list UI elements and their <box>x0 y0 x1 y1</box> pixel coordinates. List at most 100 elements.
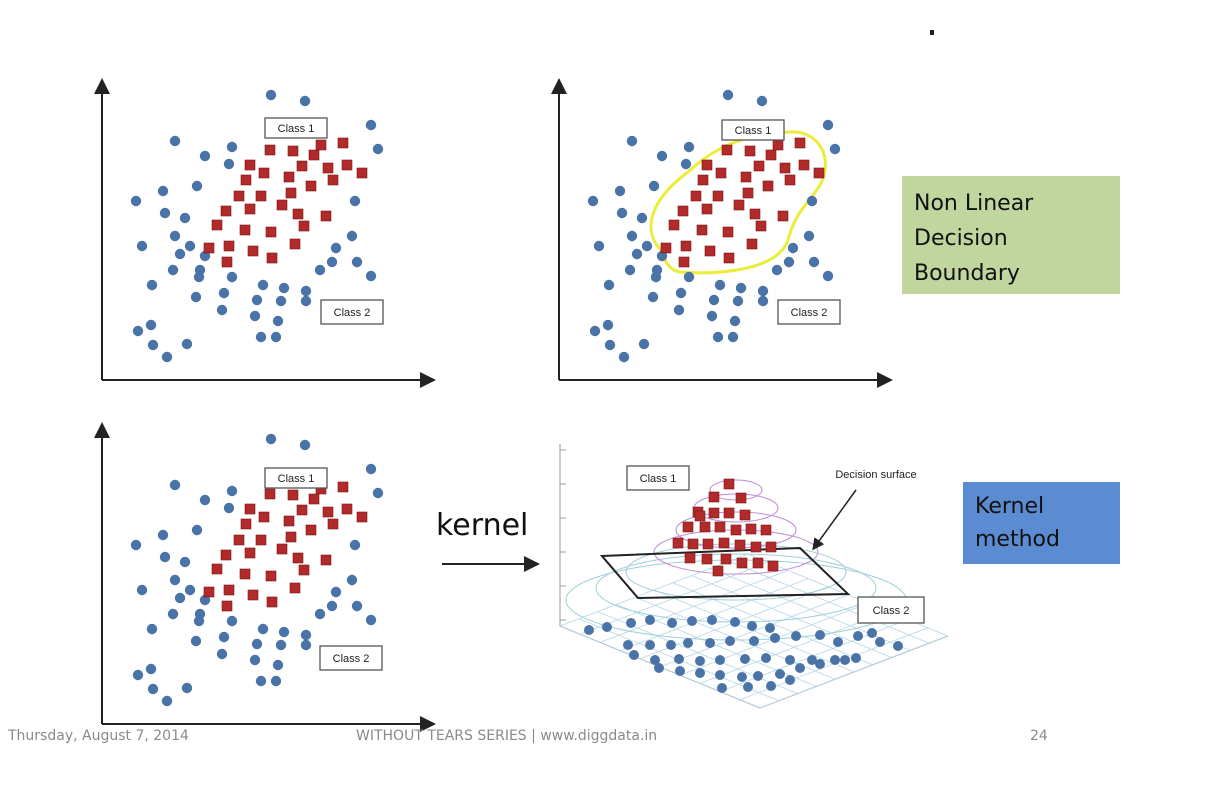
class1-point <box>749 208 761 220</box>
class1-point <box>220 549 232 561</box>
class1-point <box>337 137 349 149</box>
class2-point <box>330 242 342 254</box>
class2-point <box>179 212 191 224</box>
class2-point <box>602 622 612 632</box>
class2-label-box <box>857 596 925 624</box>
nonlinear-line-1: Non Linear <box>914 191 1034 216</box>
class2-point <box>803 230 815 242</box>
class2-point <box>587 195 599 207</box>
class2-point <box>278 282 290 294</box>
footer-date: Thursday, August 7, 2014 <box>8 728 189 744</box>
class2-point <box>675 666 685 676</box>
class2-point <box>614 185 626 197</box>
class2-point <box>893 641 903 651</box>
class1-point <box>283 171 295 183</box>
decision-surface-pointer <box>812 489 857 551</box>
class2-point <box>648 180 660 192</box>
class1-point <box>765 541 777 553</box>
class2-point <box>616 207 628 219</box>
class2-point <box>680 158 692 170</box>
class2-point <box>618 351 630 363</box>
class2-point <box>265 89 277 101</box>
class2-point <box>314 608 326 620</box>
class1-point <box>283 515 295 527</box>
panel-nonlinear-boundary: Class 1 Class 2 <box>551 78 893 388</box>
class2-point <box>626 618 636 628</box>
class1-point <box>767 560 779 572</box>
class1-point <box>668 219 680 231</box>
class2-point <box>722 89 734 101</box>
class1-point <box>777 210 789 222</box>
class2-point <box>365 119 377 131</box>
class1-point <box>305 180 317 192</box>
class1-point <box>327 174 339 186</box>
class2-label-box <box>319 645 383 671</box>
class2-point <box>146 623 158 635</box>
class2-point <box>785 675 795 685</box>
class1-point <box>723 507 735 519</box>
class2-point <box>257 623 269 635</box>
class2-point <box>589 325 601 337</box>
class2-point <box>169 574 181 586</box>
class2-point <box>147 339 159 351</box>
class2-point <box>169 479 181 491</box>
class1-point <box>322 162 334 174</box>
class1-point <box>247 245 259 257</box>
class2-point <box>216 648 228 660</box>
class1-point <box>203 242 215 254</box>
kernel-label: kernel <box>436 508 529 543</box>
class2-point <box>218 287 230 299</box>
class1-point <box>697 174 709 186</box>
class2-point <box>181 338 193 350</box>
class1-point <box>298 564 310 576</box>
class2-point <box>251 638 263 650</box>
surface-contour <box>625 543 847 601</box>
mesh-line <box>710 568 911 651</box>
class2-point <box>675 287 687 299</box>
class2-point <box>695 668 705 678</box>
class2-point <box>749 636 759 646</box>
class1-point <box>702 538 714 550</box>
class1-point <box>320 554 332 566</box>
class1-point <box>211 563 223 575</box>
class2-point <box>351 600 363 612</box>
class1-point <box>239 224 251 236</box>
class2-point <box>132 669 144 681</box>
class1-point <box>730 524 742 536</box>
class1-point <box>258 167 270 179</box>
class2-point <box>226 615 238 627</box>
class2-point <box>815 659 825 669</box>
class1-point <box>718 537 730 549</box>
class2-point <box>822 270 834 282</box>
class2-point <box>647 291 659 303</box>
class2-point <box>638 338 650 350</box>
class2-point <box>167 264 179 276</box>
class2-point <box>624 264 636 276</box>
class1-point <box>285 187 297 199</box>
class2-point <box>683 638 693 648</box>
class1-point <box>255 190 267 202</box>
class2-point <box>199 250 211 262</box>
class2-point <box>695 656 705 666</box>
class1-point <box>721 144 733 156</box>
class1-point <box>223 240 235 252</box>
class2-point <box>641 240 653 252</box>
class2-point <box>326 256 338 268</box>
class2-point <box>130 195 142 207</box>
class1-point <box>308 493 320 505</box>
class1-point <box>696 224 708 236</box>
class2-point <box>351 256 363 268</box>
class1-point <box>298 220 310 232</box>
footer-page-number: 24 <box>1030 728 1048 744</box>
class1-point <box>322 506 334 518</box>
class2-point <box>132 325 144 337</box>
class2-point <box>730 617 740 627</box>
class2-point <box>349 195 361 207</box>
class2-point <box>765 623 775 633</box>
class2-point <box>278 626 290 638</box>
class1-point <box>722 226 734 238</box>
class1-point <box>289 582 301 594</box>
class2-point <box>255 675 267 687</box>
class2-point <box>757 285 769 297</box>
class2-point <box>157 185 169 197</box>
